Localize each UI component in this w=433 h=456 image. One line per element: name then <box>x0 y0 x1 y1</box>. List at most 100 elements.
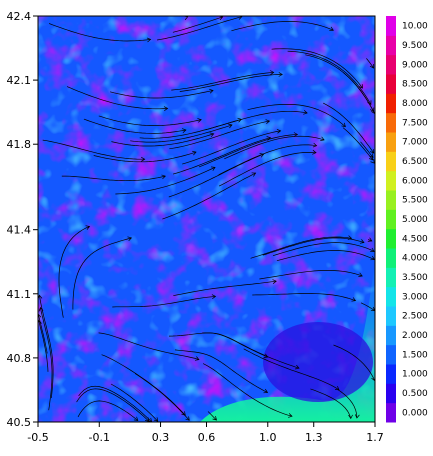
streamline <box>139 118 242 139</box>
streamline-arrow <box>146 37 152 43</box>
x-tick-label: -0.1 <box>89 431 110 444</box>
colorbar-label: 8.500 <box>402 80 428 90</box>
colorbar-swatch <box>386 402 396 423</box>
streamline-arrow <box>85 225 91 230</box>
streamline <box>38 320 49 372</box>
streamline <box>360 141 374 158</box>
streamline <box>287 50 372 105</box>
streamline <box>262 237 365 256</box>
x-tick-label: -0.5 <box>27 431 48 444</box>
colorbar-swatch <box>386 286 396 307</box>
streamline <box>78 385 152 422</box>
streamline-arrow <box>263 388 269 394</box>
streamline <box>169 120 270 150</box>
streamline-arrow <box>127 236 133 242</box>
colorbar-label: 5.500 <box>402 196 428 206</box>
heatmap-field <box>38 16 375 422</box>
streamline <box>172 137 271 175</box>
streamline <box>247 103 346 127</box>
streamline-arrow <box>367 100 372 105</box>
colorbar-label: 3.000 <box>402 292 428 302</box>
y-tick-label: 41.8 <box>7 138 32 151</box>
streamline-arrow <box>320 136 325 142</box>
streamline <box>39 295 54 398</box>
streamline <box>93 151 197 163</box>
streamline <box>98 115 202 126</box>
colorbar-swatch <box>386 306 396 326</box>
streamline-arrow <box>370 247 375 253</box>
streamline-arrow <box>303 110 308 115</box>
streamline <box>72 237 132 310</box>
streamline-arrow <box>185 416 190 421</box>
colorbar-label: 9.500 <box>402 41 428 51</box>
field-high-region <box>200 260 375 422</box>
streamline-arrow <box>359 239 365 244</box>
colorbar-label: 2.500 <box>402 312 428 322</box>
streamline <box>252 293 356 301</box>
streamline-arrow <box>212 416 217 421</box>
x-tick-label: 0.3 <box>152 431 170 444</box>
streamline <box>76 388 150 422</box>
streamline <box>179 74 283 92</box>
streamline <box>171 72 274 91</box>
colorbar-label: 7.500 <box>402 118 428 128</box>
x-tick-label: 0.6 <box>198 431 216 444</box>
colorbar-swatch <box>386 190 396 210</box>
colorbar-label: 3.500 <box>402 273 428 283</box>
streamline <box>224 135 325 160</box>
streamline-arrow <box>163 106 169 111</box>
streamline-arrow <box>209 132 215 138</box>
streamline <box>48 23 151 42</box>
streamline <box>98 332 200 360</box>
streamline-arrow <box>272 279 277 284</box>
y-tick-label: 41.1 <box>7 288 32 301</box>
streamline-arrow <box>38 306 44 312</box>
x-axis: -0.5 -0.1 0.3 0.6 1.0 1.3 1.7 <box>27 422 384 444</box>
streamline <box>305 54 374 112</box>
streamline-arrow <box>251 172 257 177</box>
streamline-arrow <box>209 88 214 94</box>
streamline <box>276 250 375 262</box>
colorbar-swatch <box>386 209 396 230</box>
streamline <box>173 280 277 297</box>
streamline-arrow <box>192 150 197 156</box>
streamline-arrow <box>38 320 42 325</box>
colorbar-swatch <box>386 248 396 268</box>
streamline <box>77 400 139 421</box>
streamline-arrow <box>181 128 187 133</box>
streamline-arrow <box>153 417 159 422</box>
y-tick-label: 42.4 <box>7 10 32 23</box>
x-tick-label: 1.3 <box>305 431 323 444</box>
streamline <box>250 236 352 259</box>
streamline-arrow <box>370 159 375 164</box>
colorbar-swatch <box>386 325 396 346</box>
colorbar-label: 4.500 <box>402 234 428 244</box>
streamline-arrow <box>358 272 363 278</box>
streamline-arrow <box>237 117 242 123</box>
streamline <box>58 226 90 318</box>
streamline-arrow <box>197 118 202 123</box>
streamline <box>259 270 363 280</box>
streamline-arrow <box>295 364 300 370</box>
colorbar-label: 0.000 <box>402 408 428 418</box>
streamline <box>162 172 256 220</box>
streamline-arrow <box>145 417 150 422</box>
streamline-arrow <box>181 411 186 416</box>
streamline-arrow <box>141 156 146 162</box>
streamline-arrow <box>194 356 200 361</box>
streamline <box>110 90 214 99</box>
colorbar-label: 6.000 <box>402 176 428 186</box>
streamline <box>323 102 375 154</box>
streamline <box>172 16 223 33</box>
streamline-arrow <box>351 297 357 302</box>
colorbar: 0.000 0.500 1.000 1.500 2.000 2.500 3.000 3.500… <box>386 16 428 423</box>
streamline-arrow <box>228 123 233 129</box>
field-low-region <box>263 322 373 402</box>
x-tick-label: 1.7 <box>366 431 384 444</box>
streamline <box>202 332 300 369</box>
streamline <box>130 124 233 143</box>
streamline <box>111 133 214 147</box>
colorbar-swatch <box>386 228 396 249</box>
streamline-arrow <box>270 70 275 75</box>
colorbar-swatch <box>386 383 396 404</box>
